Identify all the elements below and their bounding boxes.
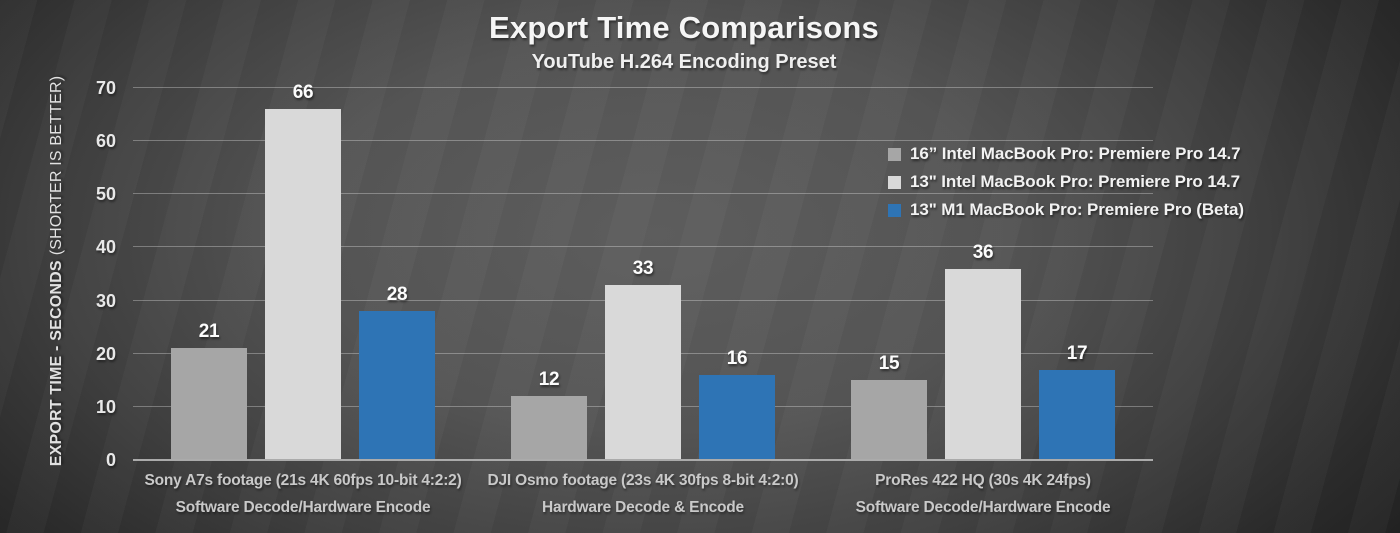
y-axis-ticks: 0 10 20 30 40 50 60 70 (56, 0, 116, 533)
legend-item-2: 13" M1 MacBook Pro: Premiere Pro (Beta) (888, 196, 1244, 224)
y-tick-40: 40 (95, 237, 116, 258)
bar: 33 (605, 258, 681, 460)
x-axis-line (133, 459, 1153, 461)
chart-subtitle: YouTube H.264 Encoding Preset (531, 51, 837, 73)
category-label-line2: Software Decode/Hardware Encode (855, 499, 1111, 516)
category-label-2: ProRes 422 HQ (30s 4K 24fps) Software Dec… (813, 467, 1153, 521)
bar: 36 (945, 242, 1021, 460)
gridline-70 (133, 87, 1153, 88)
legend: 16” Intel MacBook Pro: Premiere Pro 14.7… (888, 140, 1244, 224)
chart-title: Export Time Comparisons (489, 10, 879, 45)
bar: 16 (699, 348, 775, 460)
bar-value-label: 15 (878, 353, 900, 375)
plot-area: 21 66 28 12 33 16 15 36 17 (133, 82, 1153, 461)
legend-swatch-icon (888, 175, 901, 189)
bar-value-label: 36 (972, 241, 994, 263)
category-labels: Sony A7s footage (21s 4K 60fps 10-bit 4:… (133, 467, 1153, 521)
bar-groups: 21 66 28 12 33 16 15 36 17 (133, 82, 1153, 460)
y-tick-70: 70 (95, 78, 116, 98)
legend-label: 16” Intel MacBook Pro: Premiere Pro 14.7 (910, 144, 1241, 163)
category-label-line1: ProRes 422 HQ (30s 4K 24fps) (875, 472, 1091, 489)
legend-item-1: 13" Intel MacBook Pro: Premiere Pro 14.7 (888, 168, 1244, 196)
y-tick-0: 0 (105, 450, 116, 470)
bar-value-label: 21 (198, 321, 220, 343)
legend-swatch-icon (888, 203, 901, 217)
bar-value-label: 33 (632, 257, 654, 279)
y-tick-50: 50 (95, 184, 116, 205)
category-label-line2: Hardware Decode & Encode (542, 499, 744, 516)
bar-value-label: 17 (1066, 342, 1088, 364)
y-tick-20: 20 (95, 343, 116, 364)
gridline-60 (133, 140, 1153, 142)
bar: 66 (265, 82, 341, 460)
bar-value-label: 28 (386, 284, 408, 306)
category-label-1: DJI Osmo footage (23s 4K 30fps 8-bit 4:2… (473, 467, 813, 521)
legend-swatch-icon (888, 147, 901, 161)
bar: 21 (171, 321, 247, 460)
bar: 28 (359, 284, 435, 460)
bar-group-1: 12 33 16 (473, 88, 813, 460)
bar: 15 (851, 353, 927, 460)
gridline-40 (133, 246, 1153, 248)
y-tick-60: 60 (95, 131, 116, 152)
bar-value-label: 66 (292, 82, 314, 104)
chart-header: Export Time Comparisons YouTube H.264 En… (0, 10, 1368, 74)
category-label-line1: Sony A7s footage (21s 4K 60fps 10-bit 4:… (144, 472, 462, 489)
legend-label: 13" Intel MacBook Pro: Premiere Pro 14.7 (910, 172, 1241, 191)
bar-value-label: 12 (538, 369, 560, 391)
bar-value-label: 16 (726, 347, 748, 369)
category-label-line1: DJI Osmo footage (23s 4K 30fps 8-bit 4:2… (487, 472, 799, 489)
y-tick-10: 10 (95, 396, 116, 417)
category-label-line2: Software Decode/Hardware Encode (175, 499, 431, 516)
bar-group-2: 15 36 17 (813, 88, 1153, 460)
category-label-0: Sony A7s footage (21s 4K 60fps 10-bit 4:… (133, 467, 473, 521)
y-tick-30: 30 (95, 290, 116, 311)
legend-label: 13" M1 MacBook Pro: Premiere Pro (Beta) (910, 200, 1244, 219)
bar: 17 (1039, 343, 1115, 460)
gridline-50 (133, 193, 1153, 195)
legend-item-0: 16” Intel MacBook Pro: Premiere Pro 14.7 (888, 140, 1244, 168)
bar: 12 (511, 369, 587, 460)
bar-group-0: 21 66 28 (133, 82, 473, 460)
